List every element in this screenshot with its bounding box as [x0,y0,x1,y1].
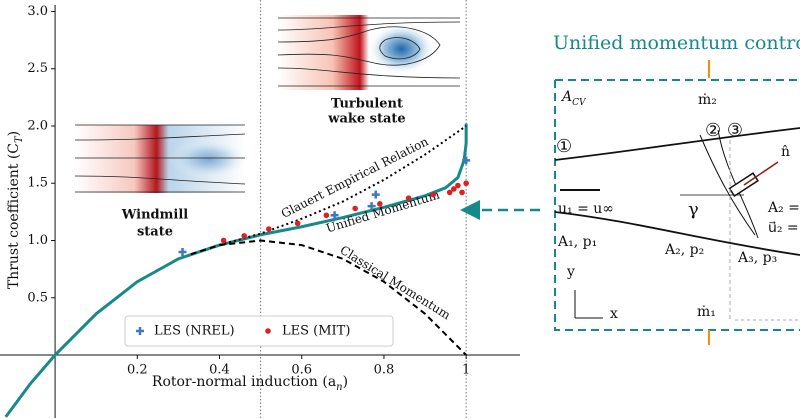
y-tick-label: 0.5 [27,290,48,305]
les-mit-point [352,205,358,212]
legend-label: LES (NREL) [154,324,235,339]
les-mit-point [459,189,465,196]
legend-label: LES (MIT) [282,324,350,339]
label-part: A [560,89,572,105]
x-tick-label: 1 [462,363,470,378]
y-tick-label: 2.0 [27,118,48,133]
x-tick-label: 0.2 [127,363,148,378]
annotation: Windmill [121,208,188,223]
les-mit-point [451,186,457,192]
annotation: Turbulent [331,97,403,112]
windmill-flow [74,124,246,193]
les-mit-point [220,237,227,244]
diagram-label: u⃗₂ = [768,220,799,236]
les-nrel-point [330,211,339,220]
les-nrel-point [371,190,380,199]
curve-label: Unified Momentum [324,187,441,235]
y-tick-label: 3.0 [27,4,48,19]
curve [4,123,468,418]
les-mit-point [405,195,412,201]
legend-marker [265,328,271,334]
les-nrel-point [178,247,187,256]
curve [190,239,467,356]
les-mit-point [377,201,383,207]
label-part: T [14,135,25,143]
diagram-label: ② ③ [705,120,743,141]
diagram-label: A₂, p₂ [664,242,704,258]
les-mit-point [446,189,453,196]
diagram-label: ACV [560,89,587,108]
label-part: ) [343,374,348,390]
les-mit-point [463,180,469,187]
diagram-label: x [610,306,618,322]
label-part: Thrust coefficient (C [6,143,22,289]
diagram-label: u₁ = u∞ [558,201,614,217]
legend [124,315,394,347]
les-mit-point [241,233,247,239]
les-mit-point [294,220,301,227]
turbulent-flow [277,15,461,90]
label-part: n [336,382,342,393]
y-tick-label: 2.5 [27,61,48,76]
diagram-label: ṁ₂ [698,92,717,108]
diagram-label: γ [688,199,699,220]
annotation: state [137,225,173,240]
diagram-label: A₂ = [767,200,800,216]
diagram-label: ṁ₁ [697,304,716,320]
x-tick-label: 0.4 [209,363,230,378]
diagram-label: n̂ [781,144,790,160]
label-part: Rotor-normal induction (a [152,374,336,390]
diagram-label: A₁, p₁ [557,234,597,250]
y-label: Thrust coefficient (CT) [6,131,25,289]
diagram-label: ① [556,136,572,157]
x-tick-label: 0.8 [374,363,395,378]
les-mit-point [430,191,437,198]
les-nrel-point [367,202,376,211]
les-mit-point [455,182,461,189]
les-nrel-point [462,156,471,165]
les-mit-point [266,226,272,232]
les-mit-point [323,212,330,219]
x-label: Rotor-normal induction (an) [152,374,348,393]
y-tick-label: 1.5 [27,176,48,191]
curve-label: Classical Momentum [337,243,453,323]
y-tick-label: 1.0 [27,233,48,248]
diagram-label: y [566,264,575,280]
annotation: wake state [327,112,405,127]
x-tick-label: 0.6 [291,363,312,378]
diagram-label: A₃, p₃ [737,250,777,266]
legend-marker [136,327,144,335]
diagram: Unified momentum contro ACV ṁ₂ ṁ₁ ① ② ③ n̂ γ u₁… [460,32,800,345]
label-part: CV [572,98,587,108]
curve [219,125,467,247]
label-part: ) [6,131,22,136]
diagram-title: Unified momentum contro [553,32,800,54]
